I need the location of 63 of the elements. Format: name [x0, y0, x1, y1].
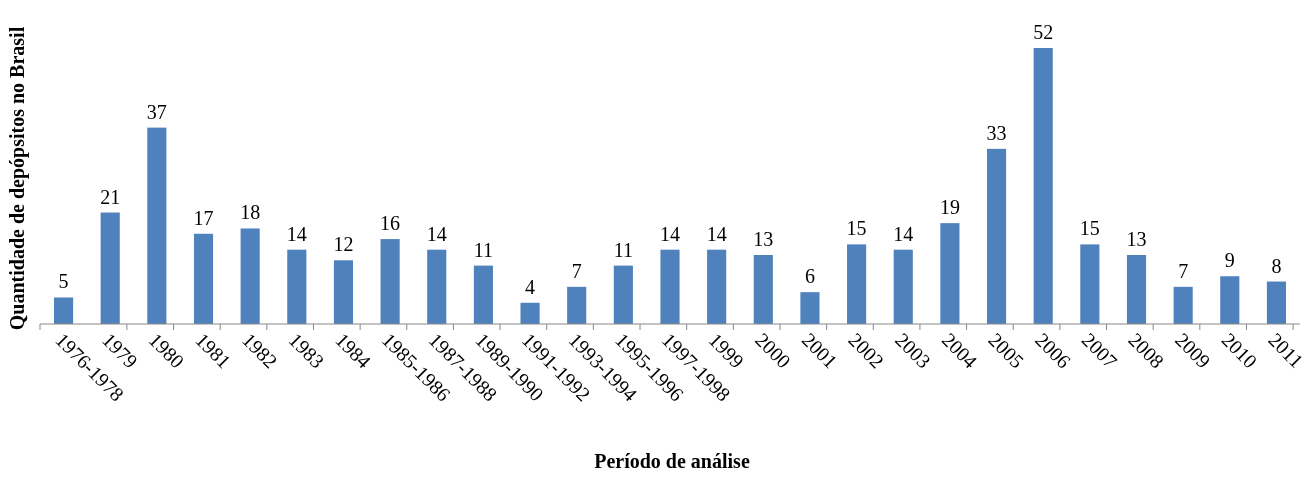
data-label: 8: [1271, 254, 1282, 277]
data-label: 18: [240, 201, 261, 224]
data-label: 6: [804, 265, 815, 288]
x-tick-label: 2000: [751, 328, 796, 373]
bar: [520, 302, 540, 324]
bar: [427, 249, 447, 324]
bar: [287, 249, 307, 324]
data-label: 14: [426, 222, 447, 245]
bar: [53, 297, 74, 324]
bar: [1126, 255, 1147, 324]
bar: [986, 148, 1007, 324]
data-label: 19: [939, 196, 960, 219]
data-label: 37: [146, 100, 167, 123]
bar: [707, 249, 727, 324]
y-axis-title: Quantidade de depópsitos no Brasil: [6, 26, 29, 331]
bar: [240, 228, 260, 324]
x-tick-label: 1983: [284, 328, 329, 373]
bar: [1080, 244, 1100, 324]
bar: [800, 292, 820, 324]
bar: [893, 249, 913, 324]
x-tick-label: 2007: [1077, 328, 1122, 373]
bar: [1173, 286, 1193, 324]
bar: [100, 212, 120, 324]
data-label: 52: [1033, 21, 1054, 43]
bar: [1220, 276, 1240, 324]
data-label: 7: [1178, 259, 1189, 282]
bar: [940, 223, 960, 324]
data-label: 4: [525, 275, 536, 298]
data-label: 7: [571, 259, 582, 282]
data-label: 33: [986, 121, 1007, 144]
x-tick-label: 1984: [331, 328, 376, 373]
x-tick-label: 1980: [144, 328, 189, 373]
bar: [753, 255, 773, 324]
data-label: 13: [1126, 228, 1147, 250]
data-label: 12: [333, 233, 354, 256]
data-label: 15: [1079, 217, 1100, 240]
data-label: 14: [660, 222, 680, 245]
x-tick-label: 2009: [1171, 328, 1215, 373]
bar: [1266, 281, 1287, 324]
x-axis-title: Período de análise: [594, 450, 750, 472]
bar: [473, 265, 493, 324]
data-label: 13: [753, 228, 774, 250]
bar: [147, 127, 167, 324]
data-label: 14: [286, 222, 307, 245]
bar: [613, 265, 633, 324]
bar: [660, 249, 680, 324]
bar: [567, 286, 587, 324]
data-label: 9: [1224, 249, 1235, 272]
data-label: 14: [706, 222, 727, 245]
data-label: 17: [193, 206, 214, 229]
data-label: 14: [893, 222, 914, 245]
data-label: 11: [473, 238, 494, 261]
bar: [193, 233, 214, 324]
bar: [380, 239, 400, 324]
bar: [1033, 48, 1053, 324]
data-label: 15: [846, 217, 867, 240]
data-label: 11: [613, 238, 633, 261]
x-tick-label: 1982: [238, 328, 282, 373]
data-label: 21: [100, 185, 121, 208]
bar: [333, 260, 354, 324]
data-label: 5: [58, 270, 69, 293]
data-label: 16: [380, 212, 401, 235]
bar: [847, 244, 867, 324]
